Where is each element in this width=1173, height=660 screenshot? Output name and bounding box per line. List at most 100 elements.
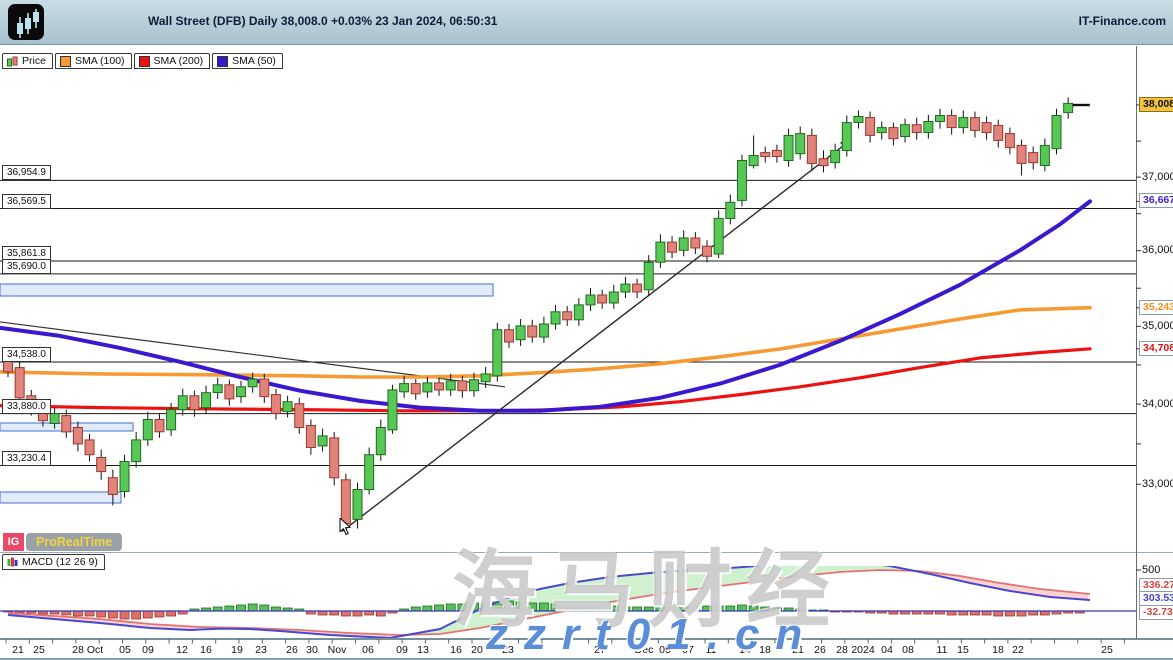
candle-body bbox=[107, 477, 118, 495]
candle-body bbox=[457, 380, 468, 392]
x-axis-label: 05 bbox=[659, 644, 671, 656]
level-label: 33,230.4 bbox=[2, 451, 51, 466]
macd-hist-bar bbox=[236, 604, 246, 612]
candle-body bbox=[166, 409, 177, 431]
macd-hist-bar bbox=[713, 605, 724, 612]
price-series-icon bbox=[7, 56, 18, 66]
macd-hist-bar bbox=[422, 605, 433, 612]
sma50-swatch-icon bbox=[217, 55, 229, 67]
candle-body bbox=[900, 124, 911, 137]
candle-body bbox=[946, 115, 957, 129]
tab-sma200[interactable]: SMA (200) bbox=[133, 53, 211, 69]
legend-row: Price SMA (100) SMA (200) SMA (50) bbox=[2, 53, 283, 69]
x-axis-label: 09 bbox=[142, 644, 154, 656]
tab-price[interactable]: Price bbox=[2, 53, 53, 69]
macd-hist-bar bbox=[748, 605, 759, 612]
candle-body bbox=[270, 394, 281, 415]
x-axis-label: 28 bbox=[836, 644, 848, 656]
x-axis-label: 2024 bbox=[851, 644, 875, 656]
macd-fill bbox=[408, 566, 916, 635]
price-tick-label: 36,000 bbox=[1142, 244, 1173, 256]
x-axis-label: 26 bbox=[814, 644, 826, 656]
instrument-title: Wall Street (DFB) Daily 38,008.0 +0.03% … bbox=[148, 14, 498, 28]
data-provider-label: IT-Finance.com bbox=[1078, 14, 1166, 28]
candle-body bbox=[806, 134, 817, 164]
candle-body bbox=[958, 117, 969, 129]
candle-body bbox=[142, 419, 153, 441]
macd-hist-bar bbox=[107, 610, 118, 619]
macd-hist-bar bbox=[515, 601, 526, 612]
level-label: 35,690.0 bbox=[2, 259, 51, 274]
x-axis-label: 11 bbox=[936, 644, 948, 656]
candle-body bbox=[1051, 115, 1062, 150]
x-axis-label: 22 bbox=[1012, 644, 1024, 656]
x-axis-label: 05 bbox=[119, 644, 131, 656]
candle-body bbox=[760, 152, 771, 158]
x-axis-label: Dec bbox=[634, 644, 654, 656]
candle-body bbox=[771, 149, 782, 157]
candle-body bbox=[247, 378, 258, 388]
candle-body bbox=[585, 294, 596, 306]
ig-logo[interactable]: IG bbox=[3, 533, 24, 551]
candle-body bbox=[713, 217, 724, 255]
tab-macd[interactable]: MACD (12 26 9) bbox=[2, 554, 105, 570]
candle-body bbox=[294, 403, 305, 429]
level-label: 36,954.9 bbox=[2, 165, 51, 180]
tab-sma100[interactable]: SMA (100) bbox=[54, 53, 132, 69]
x-axis-label: 23 bbox=[502, 644, 514, 656]
x-axis-label: 19 bbox=[231, 644, 243, 656]
candle-body bbox=[480, 373, 491, 383]
candle-body bbox=[795, 133, 806, 155]
candle-body bbox=[72, 427, 83, 445]
candle-body bbox=[597, 294, 608, 304]
candlestick-logo-icon bbox=[17, 9, 39, 38]
candle-body bbox=[538, 323, 549, 338]
candle-body bbox=[131, 439, 142, 463]
x-axis-label: 09 bbox=[396, 644, 408, 656]
price-box-last: 38,008.. bbox=[1139, 97, 1173, 112]
macd-hist-bar bbox=[434, 604, 444, 612]
candle-body bbox=[573, 304, 584, 321]
macd-hist-bar bbox=[166, 610, 177, 617]
candle-body bbox=[1028, 152, 1039, 164]
candle-body bbox=[632, 283, 643, 293]
app-logo-icon[interactable] bbox=[8, 4, 44, 40]
macd-hist-bar bbox=[539, 602, 549, 612]
candle-body bbox=[154, 419, 165, 433]
x-axis-label: 06 bbox=[362, 644, 374, 656]
tab-sma50[interactable]: SMA (50) bbox=[212, 53, 283, 69]
candle-body bbox=[329, 437, 340, 479]
macd-hist-bar bbox=[131, 610, 142, 620]
candle-body bbox=[177, 395, 188, 411]
candle-body bbox=[830, 149, 841, 164]
candle-body bbox=[422, 382, 433, 393]
mouse-cursor-icon bbox=[339, 518, 352, 536]
macd-fill bbox=[8, 613, 408, 638]
candle-body bbox=[259, 378, 270, 398]
x-axis-label: 07 bbox=[682, 644, 694, 656]
candle-body bbox=[853, 116, 864, 123]
sma50-line bbox=[0, 199, 1092, 413]
candle-body bbox=[387, 389, 398, 431]
x-axis-label: 12 bbox=[176, 644, 188, 656]
candle-body bbox=[911, 124, 922, 133]
candle-body bbox=[445, 380, 456, 391]
candle-body bbox=[189, 395, 200, 411]
candle-body bbox=[49, 413, 60, 425]
macd-hist-bar bbox=[1005, 610, 1015, 617]
candle-body bbox=[562, 311, 573, 321]
candle-body bbox=[469, 379, 479, 392]
macd-hist-bar bbox=[96, 610, 107, 618]
prorealtime-logo[interactable]: ProRealTime bbox=[26, 533, 123, 551]
candle-body bbox=[981, 122, 992, 134]
candle-body bbox=[375, 427, 386, 456]
macd-hist-bar bbox=[993, 610, 1004, 617]
candle-body bbox=[201, 392, 212, 409]
candle-body bbox=[818, 158, 829, 167]
candle-body bbox=[865, 117, 876, 136]
candle-body bbox=[841, 122, 852, 151]
price-box-sma100: 35,243.. bbox=[1139, 300, 1173, 315]
candle-body bbox=[1039, 144, 1050, 166]
candle-body bbox=[282, 401, 293, 413]
